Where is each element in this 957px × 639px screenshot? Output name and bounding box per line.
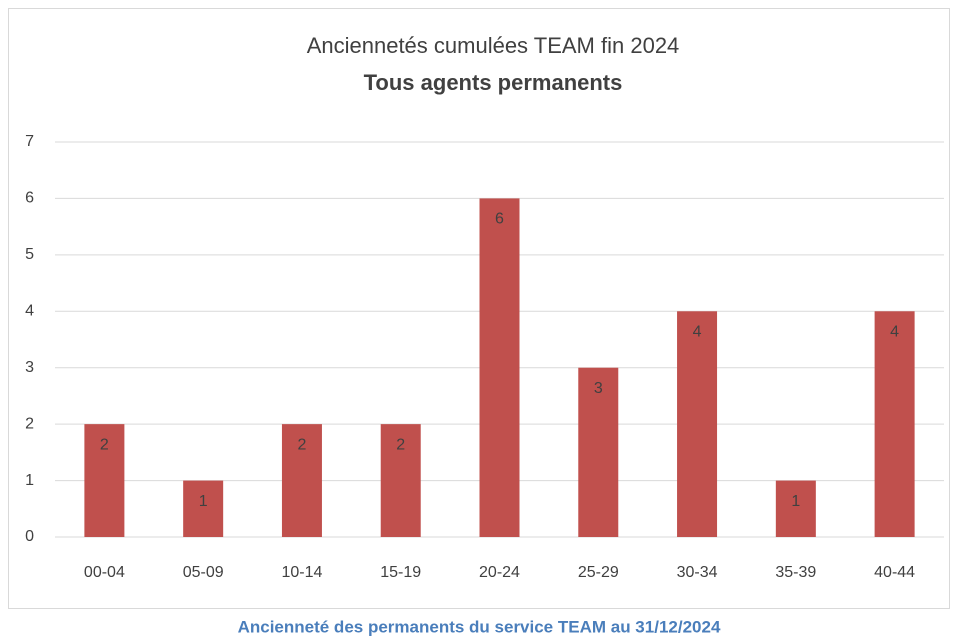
- y-tick-label: 3: [25, 359, 34, 376]
- y-tick-label: 6: [25, 190, 34, 207]
- data-label: 4: [890, 324, 899, 341]
- y-tick-label: 2: [25, 415, 34, 432]
- x-tick-label: 15-19: [380, 564, 421, 581]
- bar: [874, 311, 915, 537]
- data-label: 2: [396, 436, 405, 453]
- bar: [479, 198, 520, 537]
- data-label: 3: [594, 380, 603, 397]
- data-label: 4: [693, 324, 702, 341]
- chart-subtitle: Tous agents permanents: [364, 70, 623, 95]
- data-label: 6: [495, 211, 504, 228]
- bar: [183, 480, 224, 537]
- bar: [775, 480, 816, 537]
- data-label: 2: [297, 436, 306, 453]
- y-tick-label: 4: [25, 303, 34, 320]
- data-label: 2: [100, 436, 109, 453]
- data-label: 1: [199, 493, 208, 510]
- x-tick-label: 40-44: [874, 564, 915, 581]
- x-tick-label: 10-14: [281, 564, 322, 581]
- y-tick-label: 7: [25, 133, 34, 150]
- y-tick-label: 1: [25, 472, 34, 489]
- caption: Ancienneté des permanents du service TEA…: [238, 617, 721, 636]
- data-label: 1: [791, 493, 800, 510]
- x-tick-label: 35-39: [775, 564, 816, 581]
- bar: [677, 311, 718, 537]
- x-tick-label: 30-34: [677, 564, 718, 581]
- chart-title: Anciennetés cumulées TEAM fin 2024: [307, 33, 680, 58]
- x-tick-label: 00-04: [84, 564, 125, 581]
- bar: [84, 424, 125, 537]
- x-tick-label: 05-09: [183, 564, 224, 581]
- bar: [380, 424, 421, 537]
- x-tick-label: 25-29: [578, 564, 619, 581]
- y-tick-label: 0: [25, 528, 34, 545]
- y-tick-label: 5: [25, 246, 34, 263]
- bar: [281, 424, 322, 537]
- x-tick-label: 20-24: [479, 564, 520, 581]
- bar: [578, 367, 619, 537]
